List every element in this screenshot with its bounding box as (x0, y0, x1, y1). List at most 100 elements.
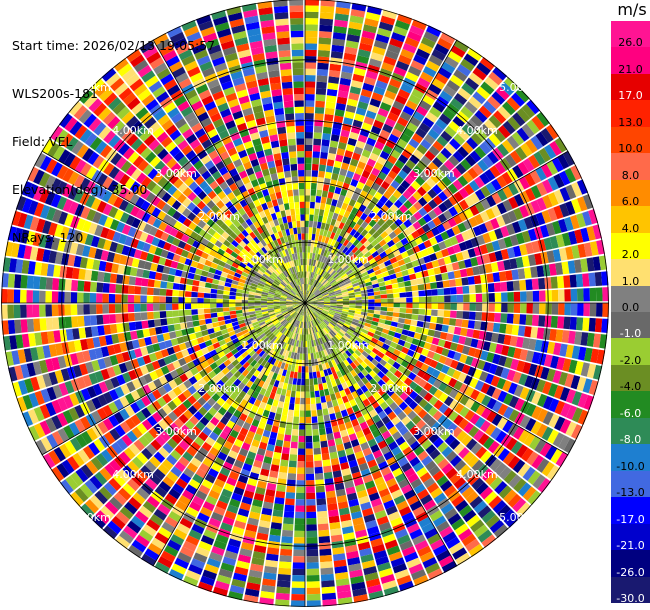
velocity-gate (264, 390, 271, 398)
velocity-gate (435, 425, 447, 437)
velocity-gate (480, 198, 491, 210)
velocity-gate (146, 287, 154, 296)
velocity-gate (373, 119, 384, 129)
velocity-gate (244, 457, 255, 466)
velocity-gate (399, 382, 409, 392)
velocity-gate (494, 462, 507, 476)
velocity-gate (458, 528, 473, 542)
velocity-gate (342, 334, 350, 341)
velocity-gate (405, 286, 413, 292)
velocity-gate (408, 65, 422, 77)
velocity-gate (283, 440, 291, 448)
velocity-gate (459, 268, 468, 278)
velocity-gate (417, 340, 426, 348)
velocity-gate (429, 106, 442, 118)
velocity-gate (487, 440, 500, 454)
velocity-gate (318, 209, 325, 217)
velocity-gate (331, 352, 337, 360)
velocity-gate (316, 504, 327, 512)
velocity-gate (319, 286, 325, 291)
velocity-gate (395, 94, 408, 105)
velocity-gate (357, 161, 366, 170)
velocity-gate (384, 160, 394, 170)
velocity-gate (313, 138, 322, 146)
velocity-gate (386, 264, 394, 271)
velocity-gate (326, 368, 333, 376)
velocity-gate (519, 243, 528, 256)
velocity-gate (220, 522, 233, 532)
velocity-gate (395, 421, 405, 431)
velocity-gate (386, 239, 395, 248)
velocity-gate (149, 473, 162, 486)
velocity-gate (291, 332, 296, 340)
velocity-gate (161, 325, 169, 334)
velocity-gate (321, 190, 329, 198)
velocity-gate (315, 195, 322, 203)
velocity-gate (390, 106, 402, 117)
velocity-gate (127, 294, 135, 303)
velocity-gate (172, 483, 185, 495)
velocity-gate (337, 269, 345, 275)
velocity-gate (322, 292, 329, 297)
velocity-gate (161, 459, 174, 471)
velocity-gate (206, 421, 216, 432)
velocity-gate (235, 292, 243, 297)
velocity-gate (322, 408, 329, 416)
velocity-gate (356, 456, 367, 466)
velocity-gate (448, 377, 458, 388)
velocity-gate (305, 113, 314, 120)
velocity-gate (205, 452, 217, 463)
velocity-gate (185, 569, 201, 581)
velocity-gate (306, 518, 317, 525)
velocity-gate (475, 482, 489, 495)
velocity-gate (321, 592, 337, 601)
velocity-gate (209, 446, 220, 457)
velocity-gate (331, 464, 341, 472)
velocity-gate (342, 304, 350, 308)
velocity-gate (395, 60, 410, 71)
velocity-gate (187, 327, 195, 335)
velocity-gate (367, 395, 376, 404)
velocity-gate (410, 60, 425, 71)
velocity-gate (528, 436, 541, 450)
velocity-gate (212, 402, 222, 412)
velocity-gate (301, 372, 305, 379)
velocity-gate (330, 253, 336, 261)
velocity-gate (548, 192, 559, 207)
velocity-gate (294, 403, 300, 411)
velocity-gate (472, 91, 487, 105)
velocity-gate (416, 488, 430, 500)
velocity-gate (335, 154, 344, 163)
velocity-gate (499, 323, 507, 334)
velocity-gate (412, 308, 419, 315)
velocity-gate (449, 472, 462, 485)
velocity-gate (251, 352, 259, 360)
velocity-gate (221, 488, 233, 499)
velocity-gate (389, 401, 399, 411)
velocity-gate (293, 410, 300, 417)
velocity-gate (347, 98, 358, 107)
velocity-gate (305, 11, 319, 19)
velocity-gate (340, 253, 348, 261)
velocity-gate (455, 499, 469, 513)
velocity-gate (185, 315, 193, 322)
velocity-gate (376, 396, 385, 406)
velocity-gate (467, 167, 479, 180)
velocity-gate (310, 305, 317, 309)
velocity-gate (341, 382, 349, 390)
velocity-gate (179, 546, 195, 558)
velocity-gate (347, 312, 355, 316)
velocity-gate (307, 252, 310, 259)
velocity-gate (389, 366, 398, 375)
velocity-gate (353, 477, 364, 487)
velocity-gate (489, 165, 501, 178)
velocity-gate (342, 325, 349, 331)
velocity-gate (213, 540, 227, 550)
velocity-gate (361, 559, 376, 570)
velocity-gate (336, 242, 343, 250)
velocity-gate (329, 309, 336, 313)
velocity-gate (531, 454, 545, 470)
velocity-gate (588, 209, 599, 225)
velocity-gate (305, 467, 314, 474)
velocity-gate (273, 451, 282, 460)
